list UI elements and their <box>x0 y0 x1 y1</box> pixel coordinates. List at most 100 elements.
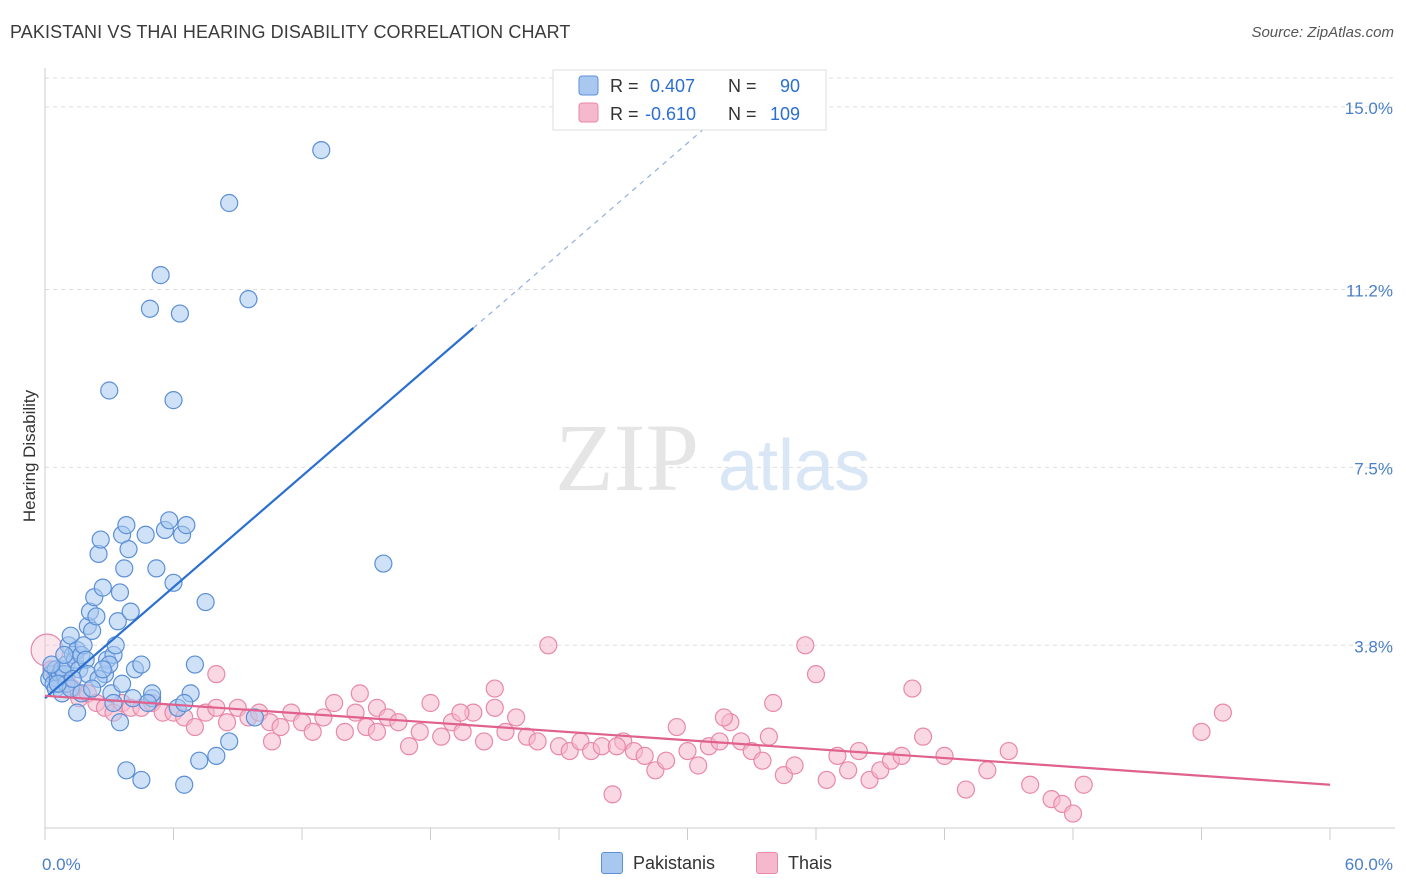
pakistani-point <box>115 559 134 578</box>
pakistani-point <box>177 516 196 535</box>
tick-labels: 3.8% 7.5% 11.2% 15.0% 0.0% 60.0% <box>42 99 1393 874</box>
gridlines <box>45 77 1395 646</box>
pakistani-point <box>151 266 170 285</box>
watermark: ZIP atlas <box>555 404 870 511</box>
pakistani-point <box>239 290 258 309</box>
legend-swatch-pakistanis <box>601 852 623 874</box>
pakistani-point <box>119 540 138 559</box>
thai-point <box>999 741 1018 761</box>
thai-point <box>399 737 419 756</box>
legend-item-thais[interactable]: Thais <box>756 852 832 874</box>
y-tick-label: 7.5% <box>1354 459 1393 478</box>
legend-n-label: N = <box>728 76 757 96</box>
thai-point <box>539 636 558 655</box>
thai-point <box>335 722 354 741</box>
pakistanis-trend-line <box>44 327 475 700</box>
legend-r-label: R = <box>610 76 639 96</box>
pakistani-point <box>175 693 194 713</box>
thai-point <box>903 679 922 698</box>
pakistani-point <box>185 655 205 674</box>
thai-point <box>207 665 226 684</box>
pakistani-point <box>42 655 61 674</box>
pakistani-point <box>123 689 142 708</box>
thai-point <box>607 737 626 756</box>
legend-item-pakistanis[interactable]: Pakistanis <box>601 852 715 874</box>
pakistani-point <box>164 573 183 592</box>
legend-correlation: R = 0.407 N = 90 R = -0.610 N = 109 <box>552 69 827 131</box>
thai-point <box>839 761 858 780</box>
legend-label-pakistanis: Pakistanis <box>633 852 716 873</box>
source-label: Source: ZipAtlas.com <box>1251 24 1394 41</box>
y-tick-label: 3.8% <box>1354 637 1393 656</box>
pakistani-point <box>196 592 215 612</box>
pakistani-point <box>48 674 67 693</box>
thai-point <box>421 693 440 713</box>
thai-point <box>217 713 237 732</box>
thai-point <box>635 746 654 765</box>
pakistani-point <box>147 559 166 578</box>
pakistani-point <box>63 669 82 689</box>
legend-r-label: R = <box>610 104 639 124</box>
pakistani-point <box>312 141 331 160</box>
y-tick-label: 11.2% <box>1346 282 1393 301</box>
pakistani-point <box>121 602 140 621</box>
watermark-atlas: atlas <box>718 426 870 506</box>
thai-point <box>410 722 429 741</box>
pakistani-point <box>117 761 136 780</box>
pakistani-point <box>112 674 132 693</box>
thai-point <box>806 665 826 684</box>
axes <box>44 68 1395 840</box>
pakistani-point <box>110 583 130 602</box>
thai-point <box>913 727 933 746</box>
thai-point <box>451 703 470 722</box>
y-axis-label: Hearing Disability <box>20 389 39 522</box>
pakistani-point <box>132 655 151 674</box>
y-tick-label: 15.0% <box>1345 99 1393 118</box>
thai-point <box>678 741 697 761</box>
thai-point <box>185 717 205 737</box>
pakistani-point <box>374 554 393 573</box>
pakistani-point <box>110 713 130 732</box>
legend-label-thais: Thais <box>788 852 833 873</box>
thai-point <box>314 708 333 727</box>
legend-n-value: 109 <box>770 104 800 124</box>
pakistani-point <box>100 381 119 400</box>
thai-point <box>496 722 515 741</box>
pakistani-point <box>170 304 190 323</box>
thai-point <box>367 722 387 741</box>
thais-points <box>30 633 1233 823</box>
thai-point <box>603 785 622 804</box>
thai-point <box>453 722 472 741</box>
pakistani-point <box>207 746 226 765</box>
watermark-zip: ZIP <box>555 404 699 511</box>
pakistani-point <box>220 732 239 751</box>
thai-point <box>350 684 369 703</box>
pakistani-point <box>220 193 239 213</box>
thai-point <box>303 722 322 741</box>
thai-point <box>528 732 547 751</box>
thai-point <box>325 693 344 713</box>
pakistani-point <box>93 660 112 679</box>
thai-point <box>507 708 526 727</box>
thai-point <box>1063 804 1083 823</box>
pakistanis-points <box>40 141 393 794</box>
pakistani-point <box>190 751 209 770</box>
legend-r-value: -0.610 <box>645 104 696 124</box>
thai-point <box>796 636 815 655</box>
pakistani-point <box>104 693 123 713</box>
thai-point <box>656 751 676 770</box>
pakistani-point <box>93 578 112 597</box>
pakistani-point <box>164 391 183 410</box>
thai-point <box>1213 703 1233 722</box>
thai-point <box>689 756 708 775</box>
legend-n-value: 90 <box>780 76 800 96</box>
thai-point <box>764 693 783 713</box>
thai-point <box>432 727 451 746</box>
thai-point <box>785 756 804 775</box>
thai-point <box>978 761 997 780</box>
pakistani-point <box>136 525 155 544</box>
pakistani-point <box>55 645 74 665</box>
thai-point <box>474 732 494 751</box>
thai-point <box>389 713 408 732</box>
